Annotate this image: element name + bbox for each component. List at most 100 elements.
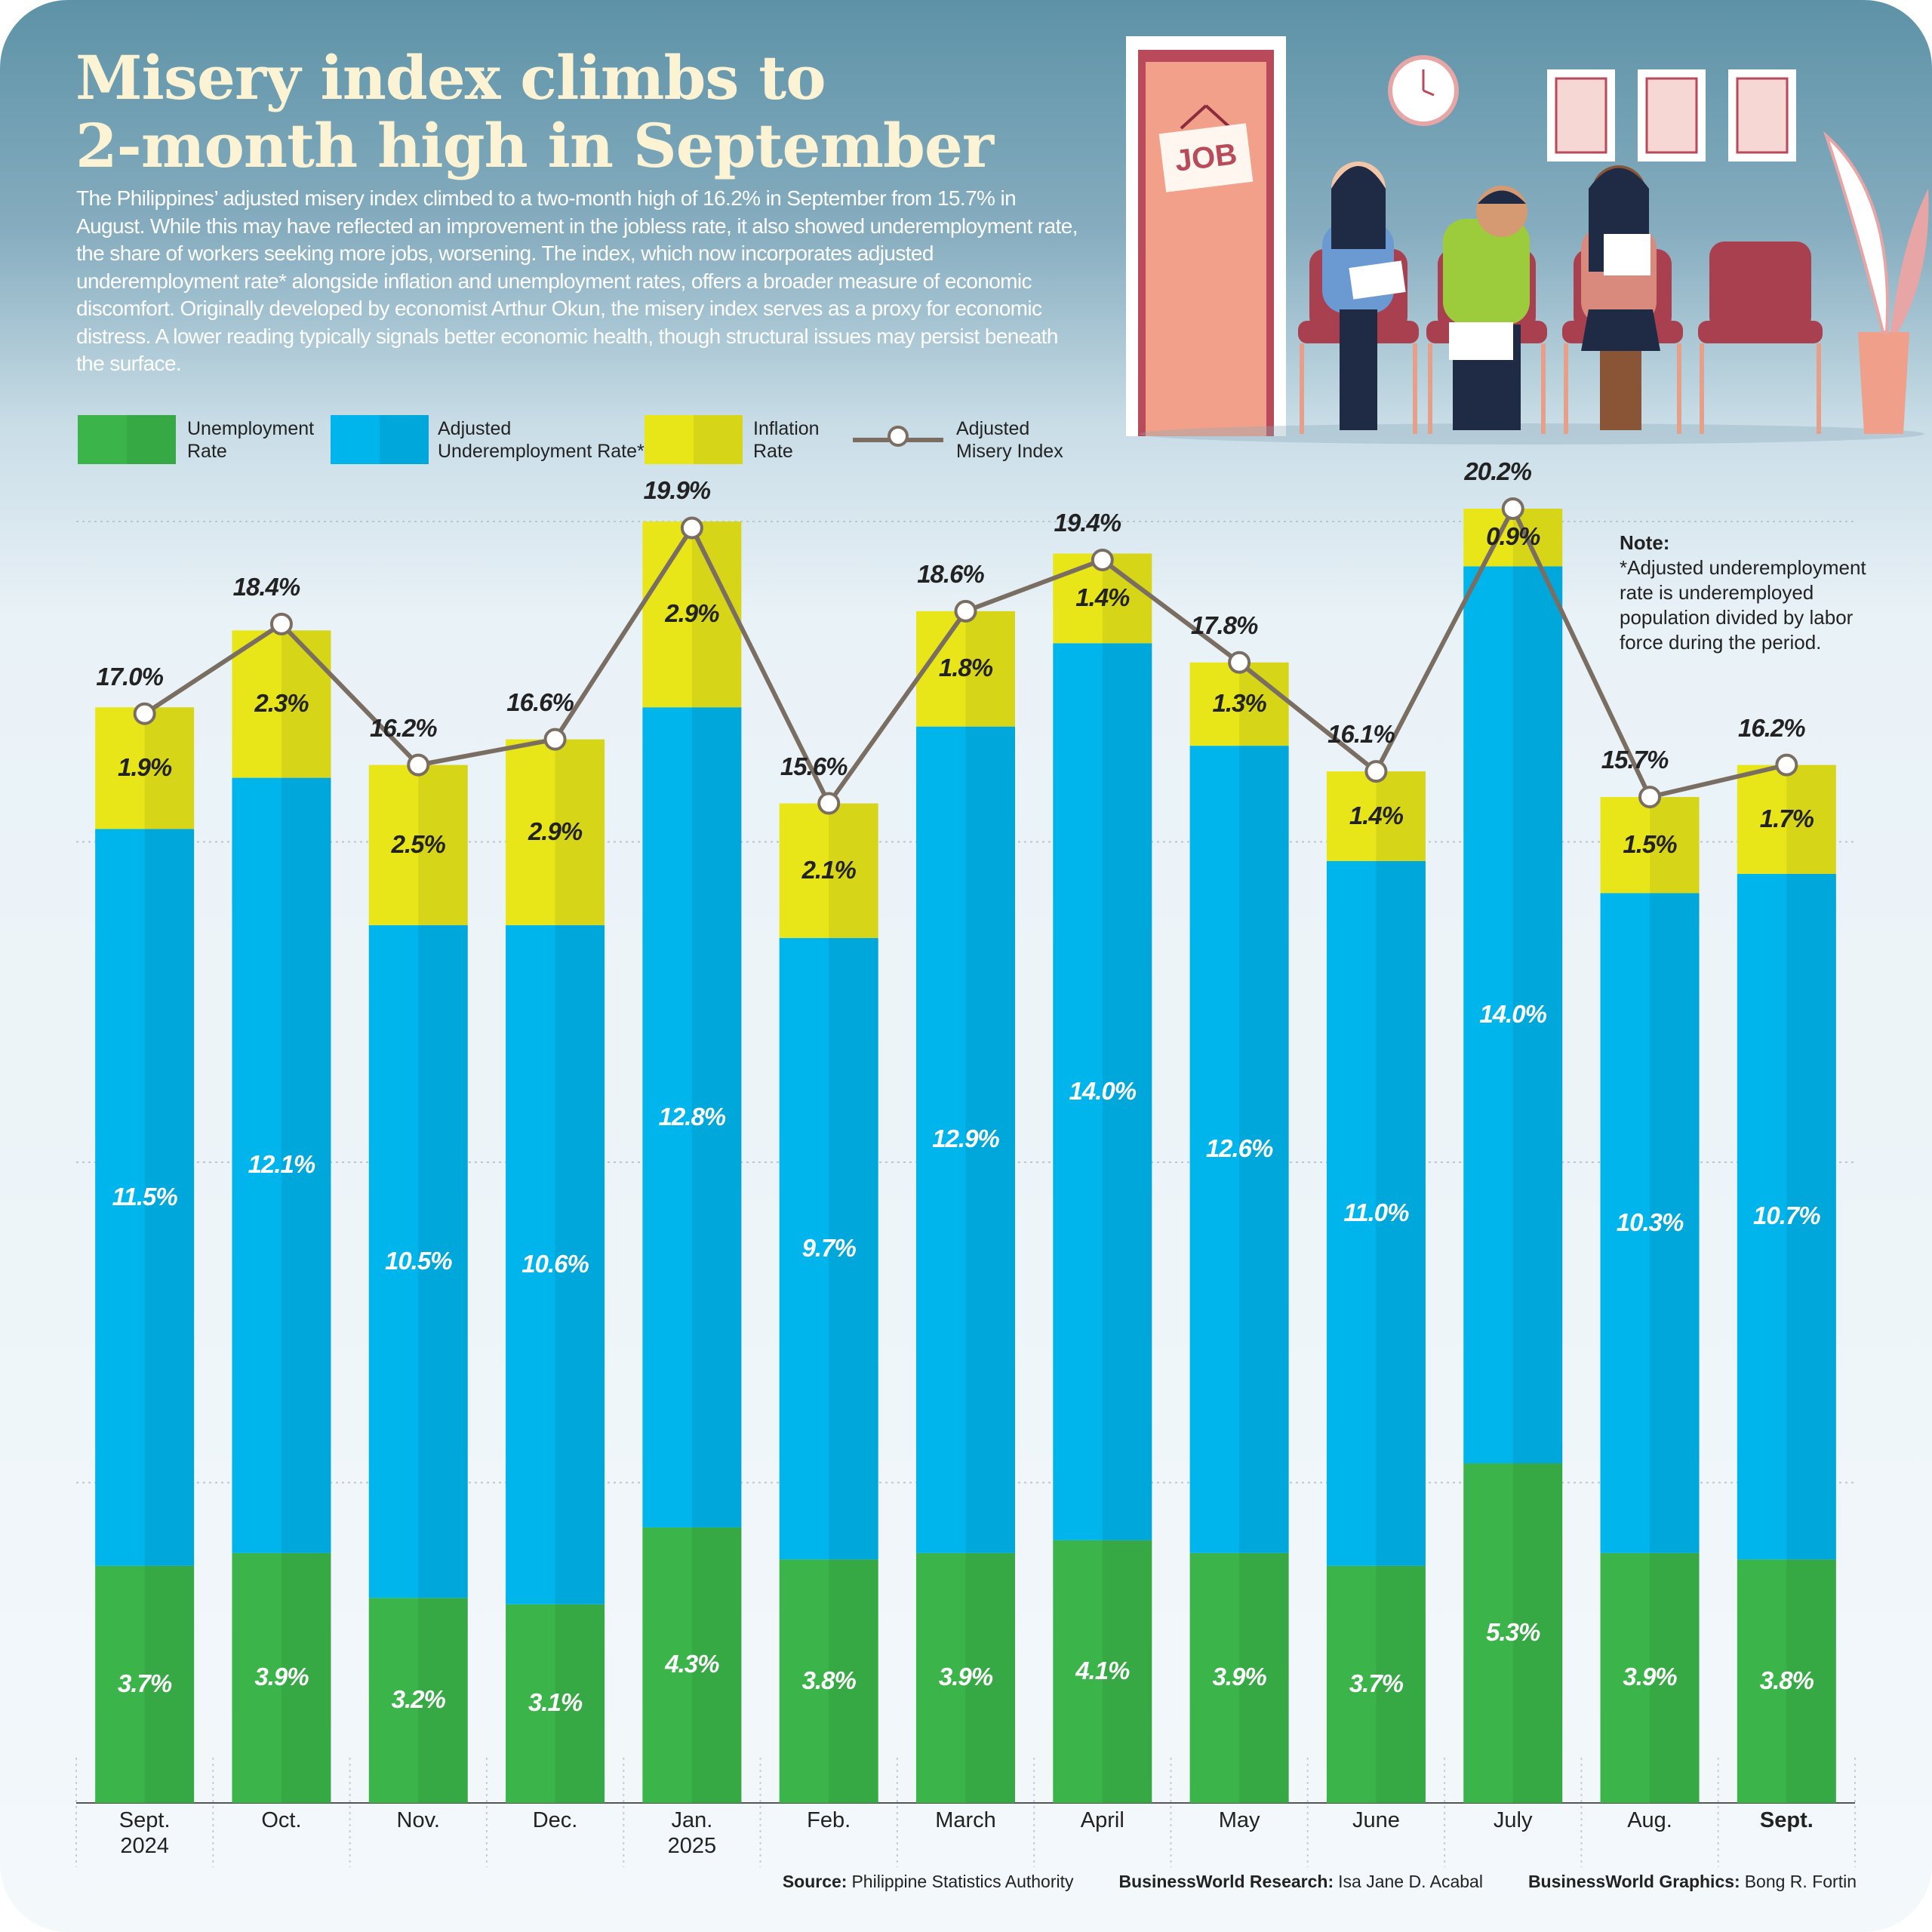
bar-segment (1189, 746, 1289, 1553)
footer-item: BusinessWorld Research: Isa Jane D. Acaba… (1119, 1872, 1483, 1891)
title: Misery index climbs to 2-month high in S… (75, 42, 994, 181)
value-label: 0.9% (1486, 522, 1540, 551)
bar-shade (1786, 764, 1836, 874)
misery-point (1638, 786, 1662, 809)
bar-shade (144, 1565, 195, 1803)
bar-segment (1600, 797, 1700, 894)
footer-label: BusinessWorld Research: (1118, 1872, 1334, 1891)
value-label: 12.1% (248, 1150, 316, 1179)
footer-text: Bong R. Fortin (1744, 1872, 1857, 1891)
misery-point (1501, 497, 1524, 521)
bar-shade (1239, 746, 1289, 1553)
bar-segment (1463, 1463, 1563, 1803)
x-tick-label: March (935, 1808, 996, 1832)
bar-shade (691, 1527, 742, 1803)
misery-label: 15.6% (780, 752, 848, 780)
footer-text: Philippine Statistics Authority (851, 1872, 1074, 1891)
bar-segment (916, 611, 1015, 727)
value-label: 3.9% (938, 1663, 993, 1691)
value-label: 10.3% (1616, 1208, 1684, 1236)
bar-segment (95, 829, 195, 1566)
bar-shade (1512, 566, 1563, 1464)
bar-shade (1376, 860, 1426, 1566)
value-label: 10.5% (384, 1246, 453, 1275)
bar-shade (555, 1604, 605, 1803)
bar-shade (555, 739, 605, 925)
value-label: 10.7% (1753, 1201, 1821, 1230)
bar-shade (418, 924, 468, 1598)
legend-label: Unemployment Rate (187, 418, 315, 462)
value-label: 5.3% (1486, 1618, 1540, 1646)
footer: Source: Philippine Statistics Authority Bu… (737, 1872, 1857, 1892)
legend-swatch (645, 415, 743, 464)
value-label: 11.0% (1343, 1198, 1409, 1226)
misery-label: 19.4% (1054, 508, 1122, 537)
legend-label: Adjusted Misery Index (956, 418, 1063, 462)
bar-segment (916, 726, 1015, 1553)
misery-point (269, 612, 293, 635)
legend-marker (888, 426, 909, 447)
door-sign: JOB (1174, 137, 1239, 178)
x-tick-label: June (1352, 1808, 1400, 1832)
value-label: 12.6% (1205, 1134, 1274, 1163)
value-label: 3.8% (1759, 1666, 1814, 1694)
value-label: 2.3% (254, 688, 309, 717)
footer-label: Source: (782, 1872, 848, 1891)
bar-segment (232, 1552, 331, 1803)
footer-text: Isa Jane D. Acabal (1338, 1872, 1483, 1891)
footer-label: BusinessWorld Graphics: (1527, 1872, 1740, 1891)
bar-shade (691, 707, 742, 1527)
bar-segment (1326, 1565, 1426, 1803)
bar-shade (1102, 1540, 1152, 1803)
bar-shade (965, 726, 1015, 1553)
misery-label: 17.8% (1190, 611, 1259, 639)
bar-segment (1737, 1559, 1836, 1803)
bar-segment (506, 924, 605, 1604)
bar-segment (1189, 1552, 1289, 1803)
x-tick-label: Sept. (1759, 1808, 1814, 1832)
legend-label: Adjusted Underemployment Rate* (438, 418, 645, 462)
misery-point (1091, 548, 1114, 571)
value-label: 10.6% (521, 1249, 589, 1278)
bar-shade (144, 707, 195, 829)
bar-shade (1650, 797, 1700, 894)
bar-segment (1737, 764, 1836, 874)
legend-swatch-shade (127, 415, 176, 464)
misery-point (407, 753, 430, 777)
bar-segment (1326, 860, 1426, 1566)
note-text: *Adjusted underemployment rate is undere… (1620, 556, 1866, 654)
footer-item: Source: Philippine Statistics Authority (783, 1872, 1074, 1891)
misery-label: 16.1% (1327, 720, 1395, 749)
misery-label: 20.2% (1464, 457, 1532, 486)
bar-shade (1376, 1565, 1426, 1803)
bar-segment (642, 521, 742, 708)
x-tick-label: April (1080, 1808, 1124, 1832)
bar-shade (829, 937, 878, 1560)
value-label: 3.2% (391, 1685, 446, 1714)
bar-shade (418, 764, 468, 925)
note: Note: *Adjusted underemployment rate is u… (1620, 531, 1869, 655)
bar-segment (642, 1527, 742, 1803)
misery-point (954, 599, 977, 623)
bar-segment (1737, 873, 1836, 1560)
value-label: 3.8% (801, 1666, 857, 1694)
bar-shade (1650, 1552, 1700, 1803)
bar-segment (642, 707, 742, 1527)
bar-segment (368, 764, 468, 925)
bar-shade (965, 611, 1015, 727)
value-label: 3.9% (1212, 1663, 1267, 1691)
bar-segment (779, 803, 878, 938)
x-tick-label: May (1218, 1808, 1260, 1832)
value-label: 14.0% (1069, 1076, 1137, 1105)
misery-point (543, 728, 567, 751)
misery-label: 19.9% (643, 476, 712, 505)
value-label: 2.9% (665, 599, 719, 628)
bar-shade (1786, 1559, 1836, 1803)
value-label: 1.3% (1212, 688, 1267, 717)
bar-shade (281, 1552, 331, 1803)
bar-segment (779, 937, 878, 1560)
misery-point (1228, 651, 1251, 674)
note-title: Note: (1620, 531, 1670, 554)
bar-segment (95, 707, 195, 829)
misery-point (133, 702, 156, 725)
